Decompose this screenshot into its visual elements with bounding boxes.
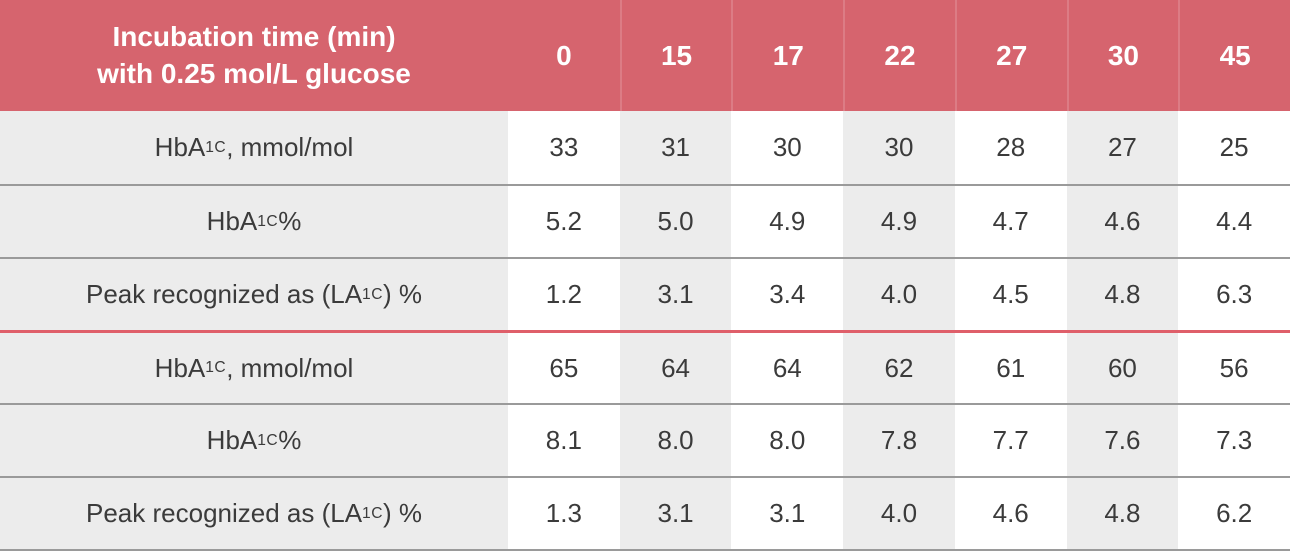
header-row: Incubation time (min) with 0.25 mol/L gl… [0,0,1290,111]
row-label: HbA 1C % [0,405,508,476]
value-cell: 4.5 [992,279,1029,309]
row-label: HbA 1C % [0,186,508,257]
value-cell: 27 [1066,111,1179,184]
value-cell: 65 [549,352,579,383]
column-header: 15 [619,0,732,111]
value-cell: 1.3 [545,498,582,528]
column-header: 17 [731,0,843,111]
value-cell: 28 [996,132,1026,162]
table-row: HbA 1C, mmol/mol 33 31 30 30 28 27 25 [0,111,1290,184]
value-cell: 7.3 [1216,425,1253,455]
value-cell: 4.6 [1066,186,1179,257]
value-cell: 4.8 [1066,478,1179,549]
value-cell: 25 [1219,132,1249,162]
column-header: 0 [556,39,572,71]
value-cell: 8.0 [619,405,732,476]
value-cell: 1.2 [545,279,582,309]
value-cell: 64 [772,352,802,383]
value-cell: 6.3 [1216,279,1253,309]
value-cell: 4.7 [992,206,1029,236]
table-title-line2: with 0.25 mol/L glucose [97,57,411,89]
row-label: Peak recognized as (LA 1C) % [0,259,508,330]
value-cell: 4.0 [843,478,955,549]
column-header: 30 [1066,0,1179,111]
column-header: 45 [1178,0,1290,111]
value-cell: 4.9 [843,186,955,257]
value-cell: 6.2 [1216,498,1253,528]
table-row: HbA 1C % 8.1 8.0 8.0 7.8 7.7 7.6 7.3 [0,403,1290,476]
table-row: Peak recognized as (LA 1C) % 1.3 3.1 3.1 … [0,476,1290,549]
row-label: Peak recognized as (LA 1C) % [0,478,508,549]
value-cell: 61 [996,352,1026,383]
value-cell: 4.4 [1216,206,1253,236]
value-cell: 30 [843,111,955,184]
value-cell: 33 [549,132,579,162]
value-cell: 30 [772,132,802,162]
value-cell: 4.6 [992,498,1029,528]
value-cell: 3.1 [769,498,806,528]
value-cell: 4.8 [1066,259,1179,330]
table-row: Peak recognized as (LA 1C) % 1.2 3.1 3.4 … [0,257,1290,330]
value-cell: 62 [843,333,955,403]
value-cell: 3.4 [769,279,806,309]
value-cell: 4.9 [769,206,806,236]
value-cell: 8.0 [769,425,806,455]
value-cell: 31 [619,111,732,184]
value-cell: 7.7 [992,425,1029,455]
value-cell: 3.1 [619,259,732,330]
table-row: HbA 1C, mmol/mol 65 64 64 62 61 60 56 [0,330,1290,403]
column-header: 27 [954,0,1067,111]
table-title: Incubation time (min) with 0.25 mol/L gl… [0,0,508,111]
column-header: 22 [843,0,955,111]
value-cell: 5.0 [619,186,732,257]
value-cell: 3.1 [619,478,732,549]
row-label: HbA 1C, mmol/mol [0,111,508,184]
value-cell: 5.2 [545,206,582,236]
value-cell: 7.8 [843,405,955,476]
table-row: HbA 1C % 5.2 5.0 4.9 4.9 4.7 4.6 4.4 [0,184,1290,257]
value-cell: 56 [1219,352,1249,383]
value-cell: 64 [619,333,732,403]
value-cell: 4.0 [843,259,955,330]
value-cell: 7.6 [1066,405,1179,476]
value-cell: 60 [1066,333,1179,403]
value-cell: 8.1 [545,425,582,455]
row-label: HbA 1C, mmol/mol [0,333,508,403]
table-title-line1: Incubation time (min) [112,20,396,52]
